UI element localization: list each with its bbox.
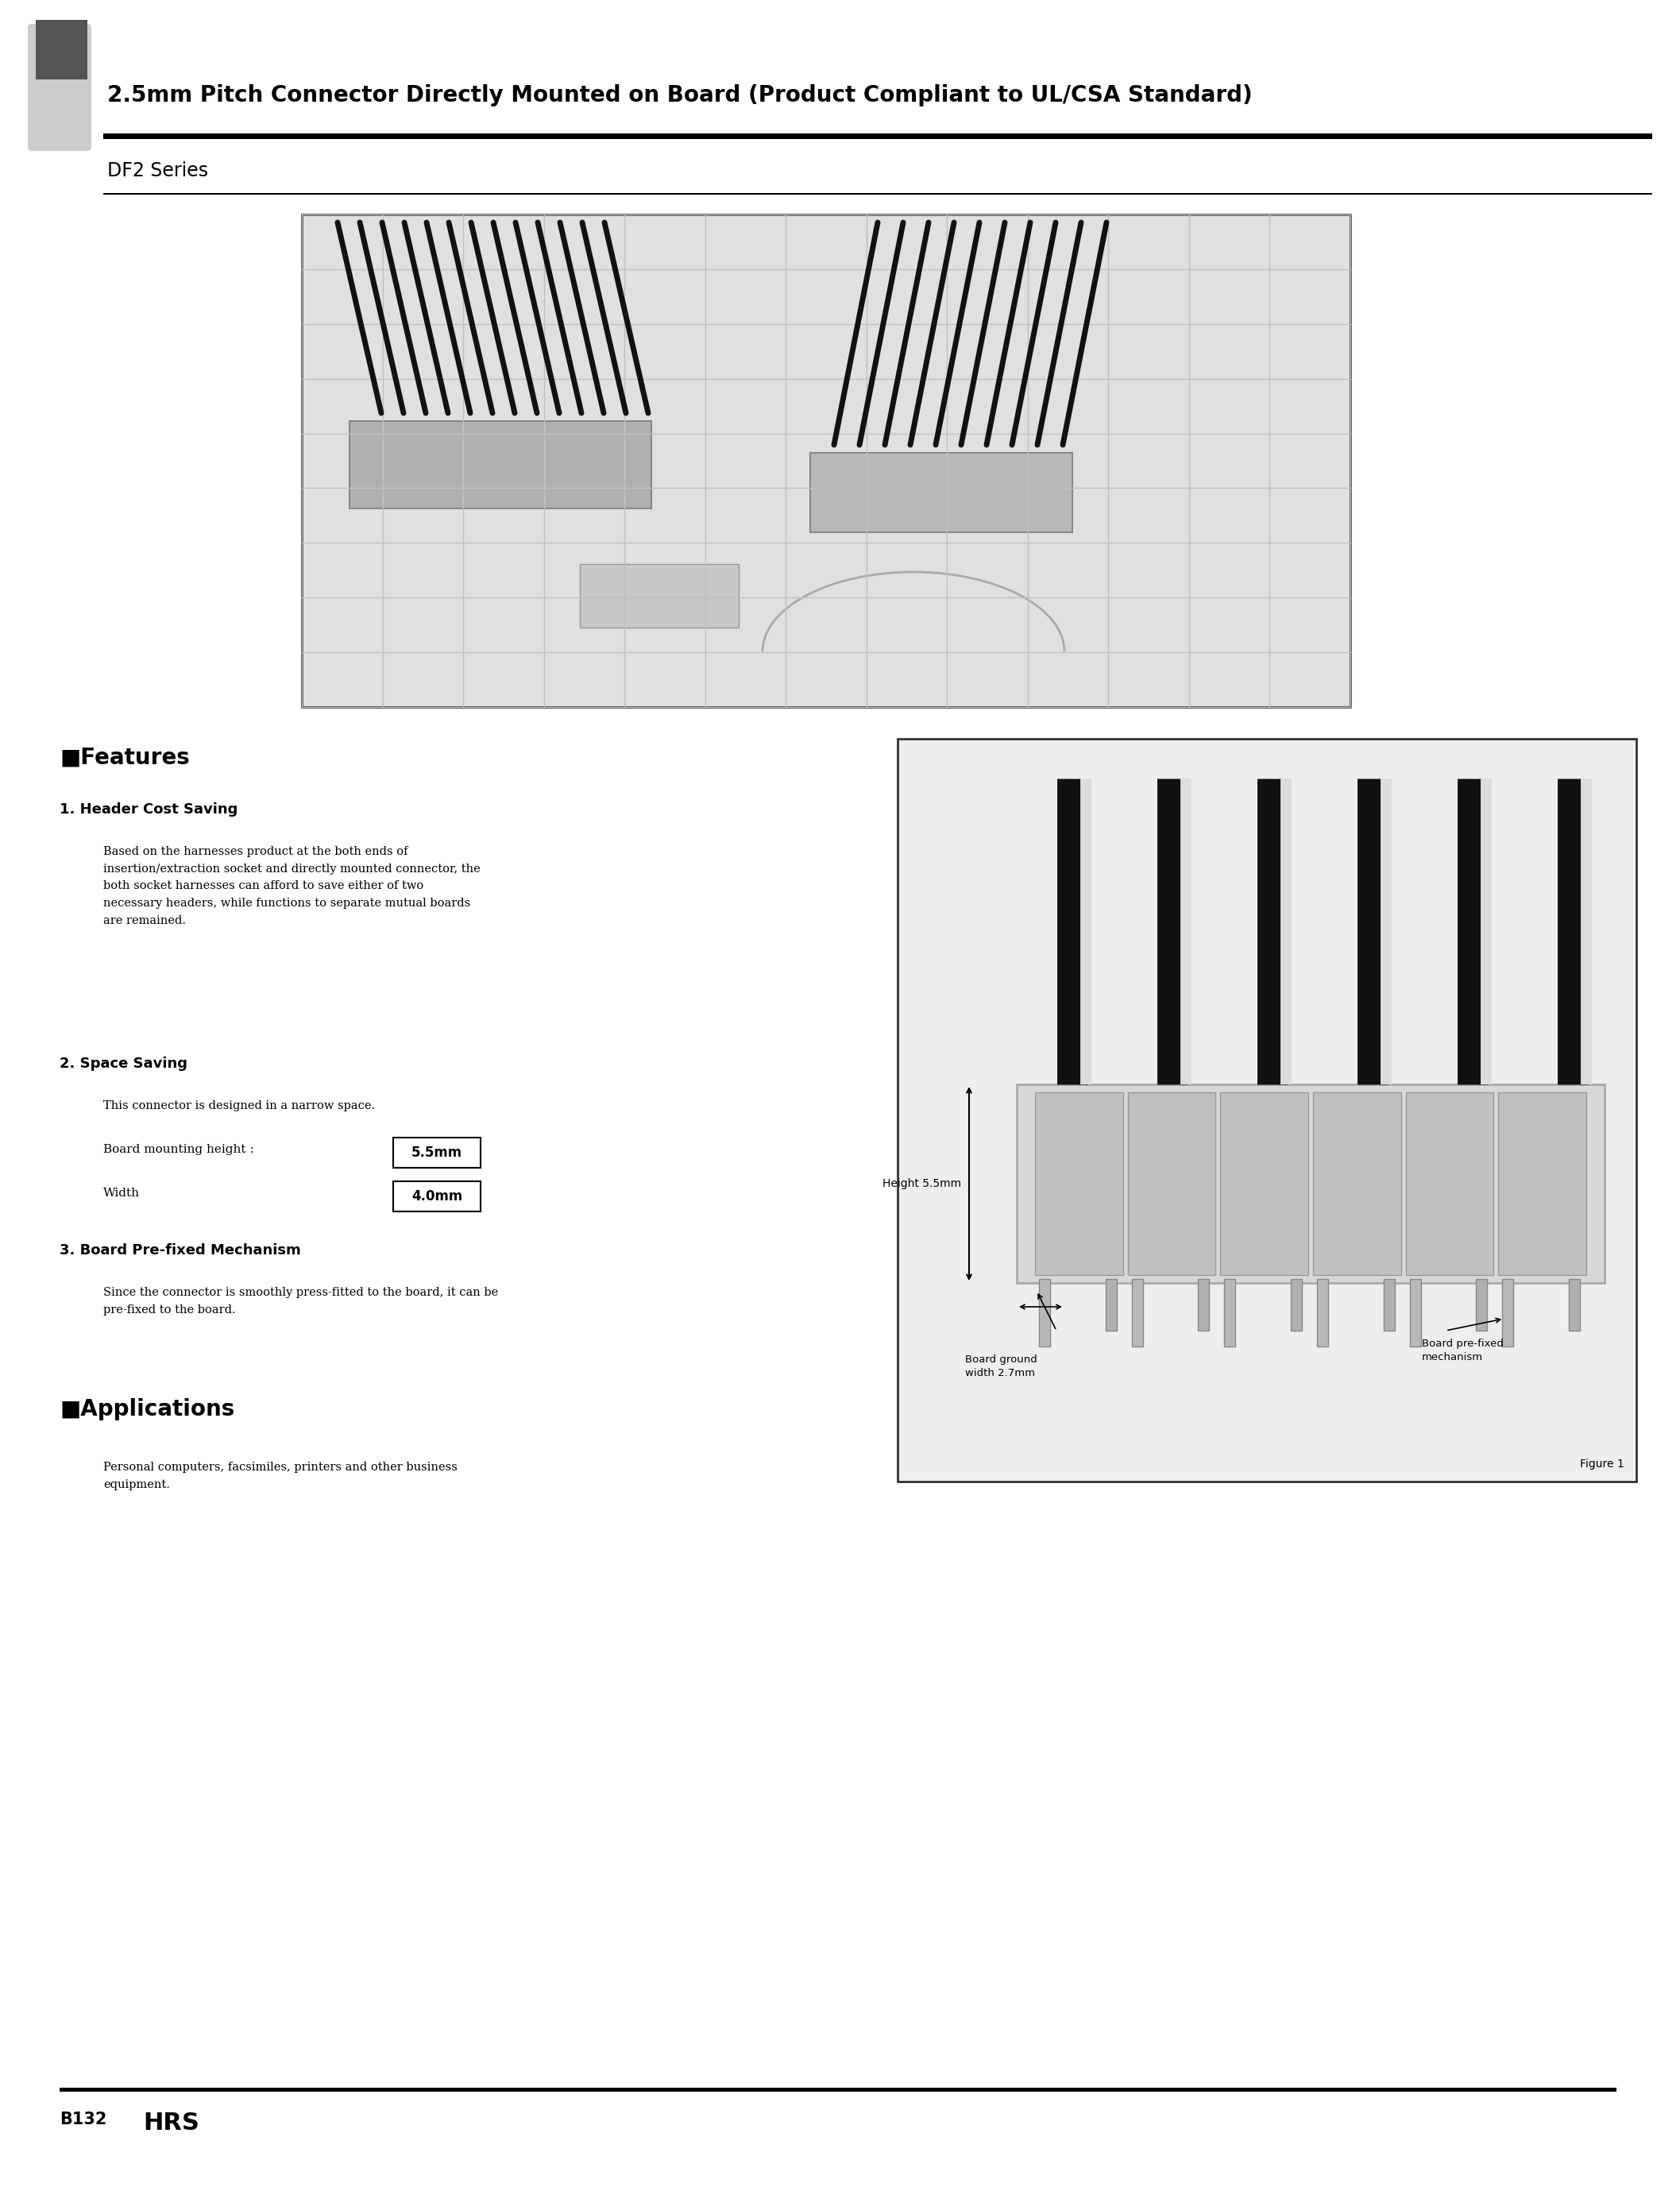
Bar	[393, 1137, 480, 1168]
Bar	[1410, 1279, 1421, 1347]
Bar	[1105, 1279, 1117, 1330]
Text: Based on the harnesses product at the both ends of
insertion/extraction socket a: Based on the harnesses product at the bo…	[102, 846, 480, 925]
Bar	[393, 1181, 480, 1212]
Text: This connector is designed in a narrow space.: This connector is designed in a narrow s…	[102, 1100, 375, 1111]
Text: Height 5.5mm: Height 5.5mm	[882, 1179, 961, 1190]
Text: Width: Width	[102, 1188, 139, 1198]
Bar	[1314, 1091, 1401, 1275]
Text: DF2 Series: DF2 Series	[108, 162, 208, 179]
Bar	[102, 133, 1651, 140]
Text: B132: B132	[59, 2110, 108, 2128]
Bar	[1127, 1091, 1216, 1275]
Bar	[1198, 1279, 1210, 1330]
Text: ■Applications: ■Applications	[59, 1397, 235, 1419]
Bar	[1290, 1279, 1302, 1330]
Bar	[1317, 1279, 1329, 1347]
Text: Figure 1: Figure 1	[1581, 1459, 1625, 1470]
Bar	[59, 2089, 1616, 2091]
Bar	[899, 741, 1635, 1481]
Bar	[35, 20, 87, 79]
Bar	[1502, 1279, 1514, 1347]
Bar	[1477, 1279, 1487, 1330]
Bar	[1406, 1091, 1494, 1275]
Text: 4.0mm: 4.0mm	[412, 1190, 462, 1203]
Text: Personal computers, facsimiles, printers and other business
equipment.: Personal computers, facsimiles, printers…	[102, 1461, 457, 1489]
Text: Board ground
width 2.7mm: Board ground width 2.7mm	[964, 1354, 1037, 1378]
Bar	[810, 453, 1072, 531]
Text: Board mounting height :: Board mounting height :	[102, 1144, 257, 1155]
Bar	[1220, 1091, 1309, 1275]
Text: 3. Board Pre-fixed Mechanism: 3. Board Pre-fixed Mechanism	[59, 1242, 301, 1258]
Bar	[897, 739, 1636, 1481]
Text: 2. Space Saving: 2. Space Saving	[59, 1056, 188, 1072]
Bar	[302, 214, 1351, 706]
FancyBboxPatch shape	[29, 24, 91, 151]
Bar	[1569, 1279, 1579, 1330]
Text: Board pre-fixed
mechanism: Board pre-fixed mechanism	[1421, 1338, 1504, 1363]
Text: 2.5mm Pitch Connector Directly Mounted on Board (Product Compliant to UL/CSA Sta: 2.5mm Pitch Connector Directly Mounted o…	[108, 85, 1253, 107]
Bar	[1132, 1279, 1142, 1347]
Bar	[1035, 1091, 1122, 1275]
Bar	[1383, 1279, 1394, 1330]
Text: ■Features: ■Features	[59, 746, 190, 770]
Text: Since the connector is smoothly press-fitted to the board, it can be
pre-fixed t: Since the connector is smoothly press-fi…	[102, 1286, 499, 1314]
Bar	[1499, 1091, 1586, 1275]
Bar	[580, 564, 739, 628]
Bar	[1016, 1085, 1604, 1284]
Text: 5.5mm: 5.5mm	[412, 1146, 462, 1159]
Bar	[1225, 1279, 1235, 1347]
Bar	[1038, 1279, 1050, 1347]
Text: 1. Header Cost Saving: 1. Header Cost Saving	[59, 803, 239, 816]
Text: HRS: HRS	[143, 2110, 200, 2135]
Bar	[349, 422, 652, 507]
